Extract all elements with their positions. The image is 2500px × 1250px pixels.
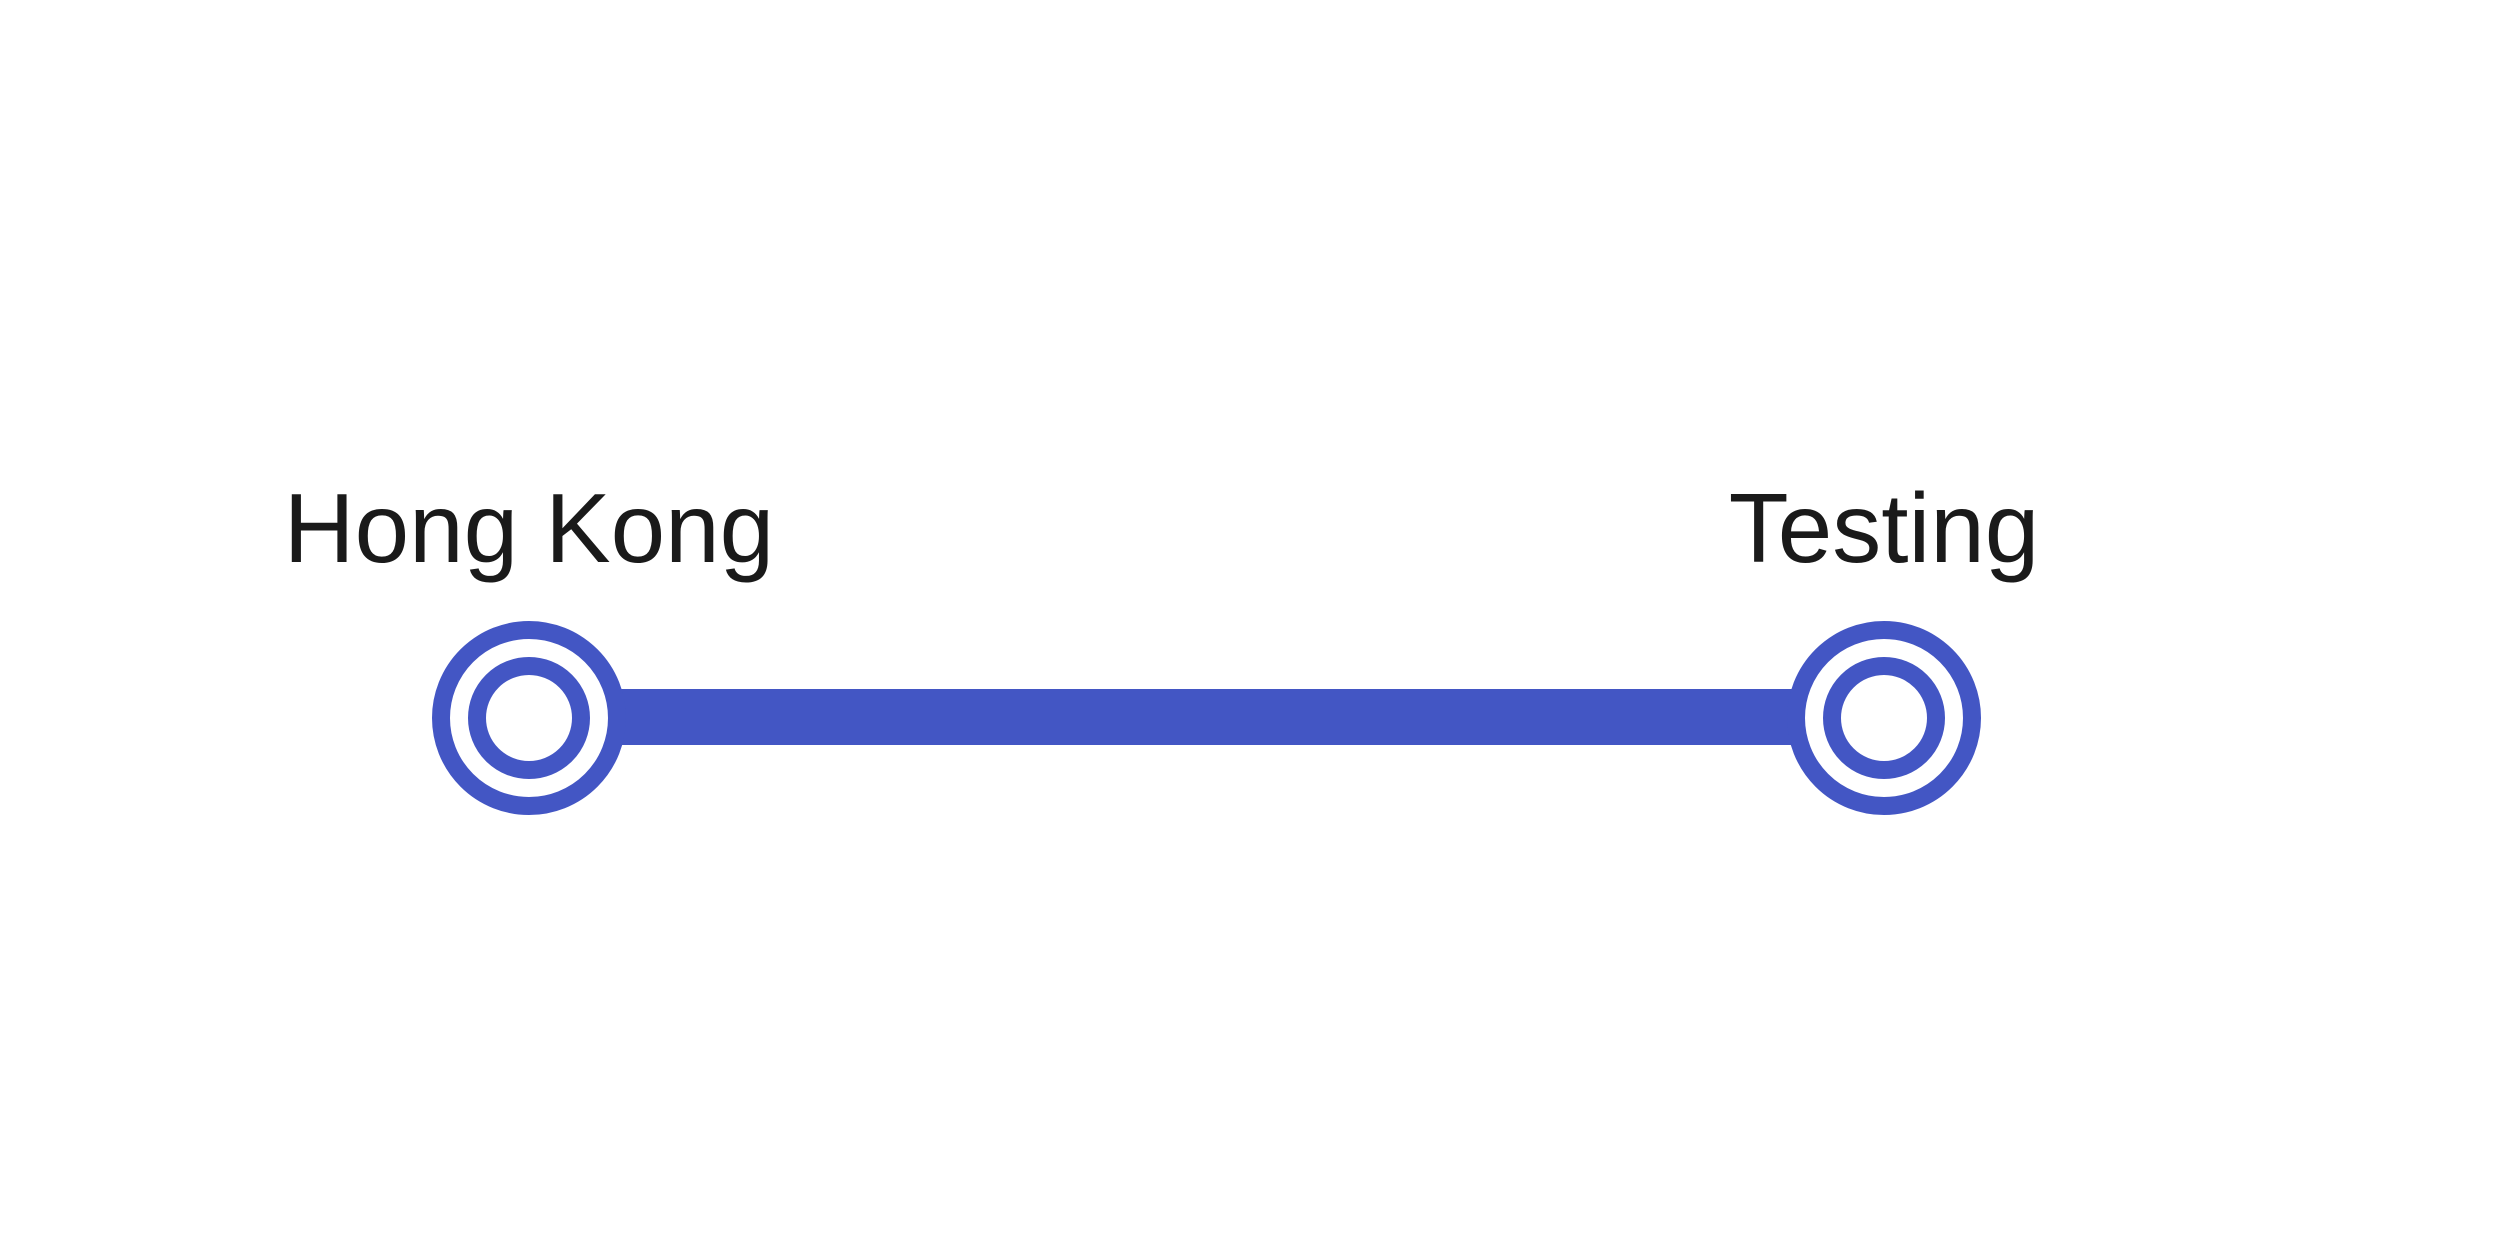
station-testing[interactable]: Testing xyxy=(1729,473,2040,815)
station-label-testing: Testing xyxy=(1729,473,2040,583)
interchange-station-inner-ring xyxy=(1823,657,1945,779)
interchange-station-inner-ring xyxy=(468,657,590,779)
station-hong-kong[interactable]: Hong Kong xyxy=(284,473,774,815)
route-line-segment xyxy=(618,689,1808,745)
station-label-hong-kong: Hong Kong xyxy=(284,473,774,583)
